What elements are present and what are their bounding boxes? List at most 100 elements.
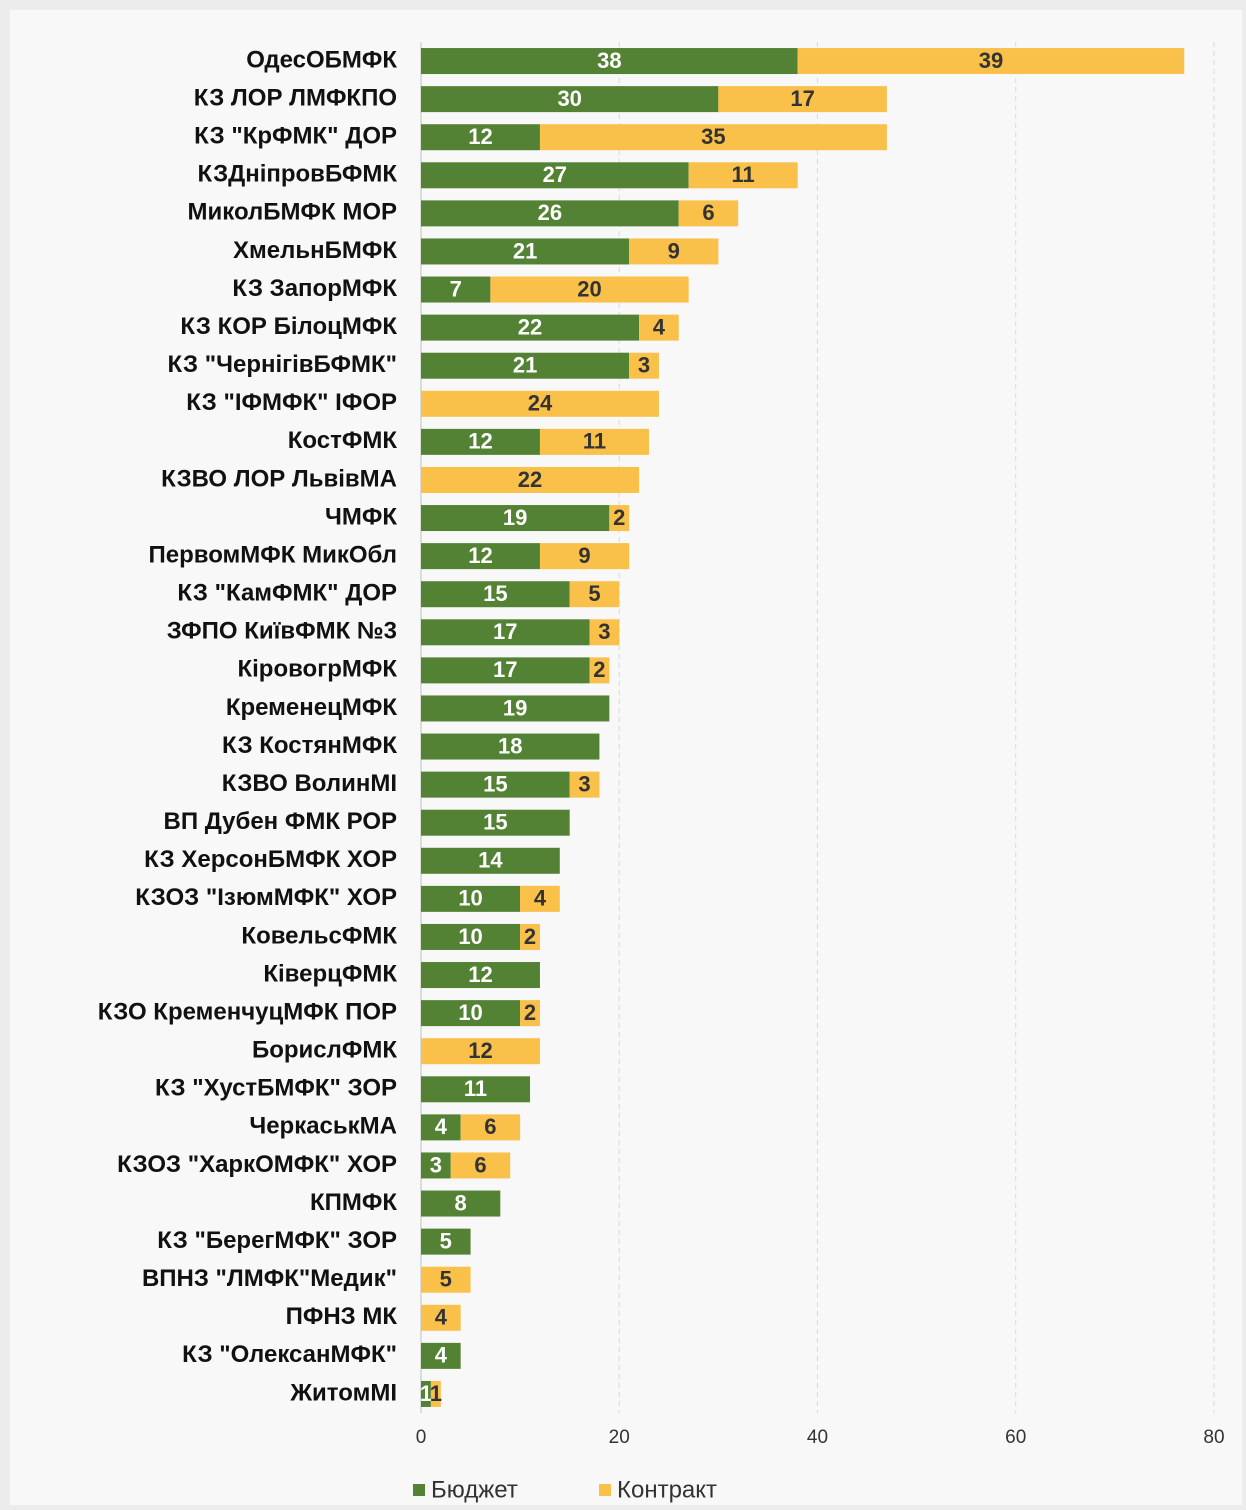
bar-segment bbox=[609, 505, 630, 532]
y-tick-label: ПФНЗ МК bbox=[286, 1303, 398, 1330]
x-tick-label: 60 bbox=[1005, 1427, 1026, 1448]
bar-segment bbox=[421, 1304, 461, 1331]
y-tick-label: КЗ ЗапорМФК bbox=[232, 275, 397, 302]
data-label: 6 bbox=[474, 1152, 486, 1177]
y-tick-label: КЗ "ХустБМФК" ЗОР bbox=[155, 1075, 397, 1102]
y-tick-label: БорислФМК bbox=[252, 1037, 397, 1064]
y-tick-label: КПМФК bbox=[310, 1189, 397, 1216]
bar-segment bbox=[421, 1190, 501, 1217]
data-label: 2 bbox=[613, 505, 625, 530]
y-tick-label: ЗФПО КиївФМК №3 bbox=[167, 618, 397, 645]
bar-segment bbox=[421, 885, 521, 912]
bar-segment bbox=[539, 428, 649, 455]
y-tick-label: КЗ ХерсонБМФК ХОР bbox=[144, 846, 397, 873]
bar-segment bbox=[421, 771, 570, 798]
data-label: 2 bbox=[593, 657, 605, 682]
bar-segment bbox=[539, 124, 887, 151]
y-tick-label: ПервомМФК МикОбл bbox=[149, 541, 397, 568]
bar-segment bbox=[421, 390, 659, 417]
bar-segment bbox=[421, 733, 600, 760]
data-label: 1 bbox=[430, 1381, 442, 1406]
data-label: 9 bbox=[668, 238, 680, 263]
bar-segment bbox=[569, 581, 620, 608]
bar-segment bbox=[421, 352, 630, 379]
bar-segment bbox=[421, 1152, 451, 1179]
data-label: 22 bbox=[518, 467, 542, 492]
bar-segment bbox=[421, 847, 560, 874]
data-label: 4 bbox=[534, 886, 547, 911]
bar-segment bbox=[421, 124, 540, 151]
data-label: 12 bbox=[468, 1038, 492, 1063]
y-tick-label: КременецМФК bbox=[226, 694, 398, 721]
y-tick-label: КЗ "КамФМК" ДОР bbox=[177, 580, 397, 607]
bar-segment bbox=[421, 505, 610, 532]
bar-segment bbox=[421, 1266, 471, 1293]
legend-label: Контракт bbox=[617, 1476, 717, 1503]
data-label: 35 bbox=[701, 124, 725, 149]
data-label: 39 bbox=[979, 48, 1003, 73]
y-tick-label: КЗ "ОлексанМФК" bbox=[182, 1341, 397, 1368]
bar-segment bbox=[421, 314, 640, 341]
y-tick-label: КЗ КостянМФК bbox=[222, 732, 397, 759]
legend-swatch bbox=[599, 1484, 611, 1496]
data-label: 10 bbox=[458, 1000, 482, 1025]
bar-segment bbox=[520, 1000, 540, 1027]
data-label: 30 bbox=[557, 86, 581, 111]
bar-segment bbox=[421, 1380, 431, 1407]
bar-segment bbox=[421, 1000, 521, 1027]
y-tick-label: КЗОЗ "ХаркОМФК" ХОР bbox=[117, 1151, 397, 1178]
x-tick-label: 40 bbox=[807, 1427, 828, 1448]
bar-segment bbox=[430, 1380, 441, 1407]
bar-segment bbox=[450, 1152, 511, 1179]
data-label: 3 bbox=[638, 353, 650, 378]
data-label: 17 bbox=[790, 86, 814, 111]
bar-segment bbox=[520, 885, 560, 912]
data-label: 9 bbox=[578, 543, 590, 568]
bar-segment bbox=[569, 771, 600, 798]
bar-segment bbox=[421, 1076, 531, 1103]
bar-segment bbox=[421, 1228, 471, 1255]
data-label: 5 bbox=[440, 1228, 452, 1253]
data-label: 38 bbox=[597, 48, 621, 73]
y-tick-label: ВПНЗ "ЛМФК"Медик" bbox=[142, 1265, 397, 1292]
x-tick-label: 80 bbox=[1203, 1427, 1224, 1448]
y-tick-label: КЗВО ВолинМІ bbox=[222, 770, 397, 797]
data-label: 3 bbox=[578, 771, 590, 796]
bar-segment bbox=[421, 809, 570, 836]
data-label: 21 bbox=[513, 353, 537, 378]
bar-segment bbox=[421, 1114, 461, 1141]
bar-segment bbox=[421, 238, 630, 265]
y-tick-label: КЗ "ІФМФК" ІФОР bbox=[186, 389, 397, 416]
data-label: 2 bbox=[524, 924, 536, 949]
y-tick-label: ЧеркаськМА bbox=[249, 1113, 397, 1140]
data-label: 19 bbox=[503, 695, 527, 720]
data-label: 4 bbox=[435, 1114, 448, 1139]
bar-segment bbox=[421, 543, 540, 570]
data-label: 8 bbox=[455, 1190, 467, 1215]
data-label: 22 bbox=[518, 314, 542, 339]
data-label: 3 bbox=[430, 1152, 442, 1177]
bar-segment bbox=[421, 1038, 540, 1065]
data-label: 24 bbox=[528, 391, 553, 416]
bar-segment bbox=[421, 200, 679, 227]
bar-segment bbox=[421, 923, 521, 950]
bar-segment bbox=[629, 352, 659, 379]
data-label: 11 bbox=[732, 162, 755, 187]
bar-segment bbox=[718, 86, 887, 113]
y-tick-label: КЗ "ЧернігівБФМК" bbox=[167, 351, 397, 378]
data-label: 5 bbox=[440, 1267, 452, 1292]
bar-segment bbox=[421, 962, 540, 989]
data-label: 26 bbox=[538, 200, 562, 225]
data-label: 15 bbox=[483, 581, 507, 606]
y-tick-label: КЗОЗ "ІзюмМФК" ХОР bbox=[135, 884, 397, 911]
data-label: 11 bbox=[464, 1076, 487, 1101]
bar-segment bbox=[589, 619, 620, 646]
y-tick-label: КЗВО ЛОР ЛьвівМА bbox=[161, 465, 397, 492]
data-label: 19 bbox=[503, 505, 527, 530]
y-tick-label: КЗДніпровБФМК bbox=[198, 161, 398, 188]
x-tick-label: 0 bbox=[416, 1427, 427, 1448]
x-tick-label: 20 bbox=[609, 1427, 630, 1448]
bar-segment bbox=[421, 695, 610, 722]
